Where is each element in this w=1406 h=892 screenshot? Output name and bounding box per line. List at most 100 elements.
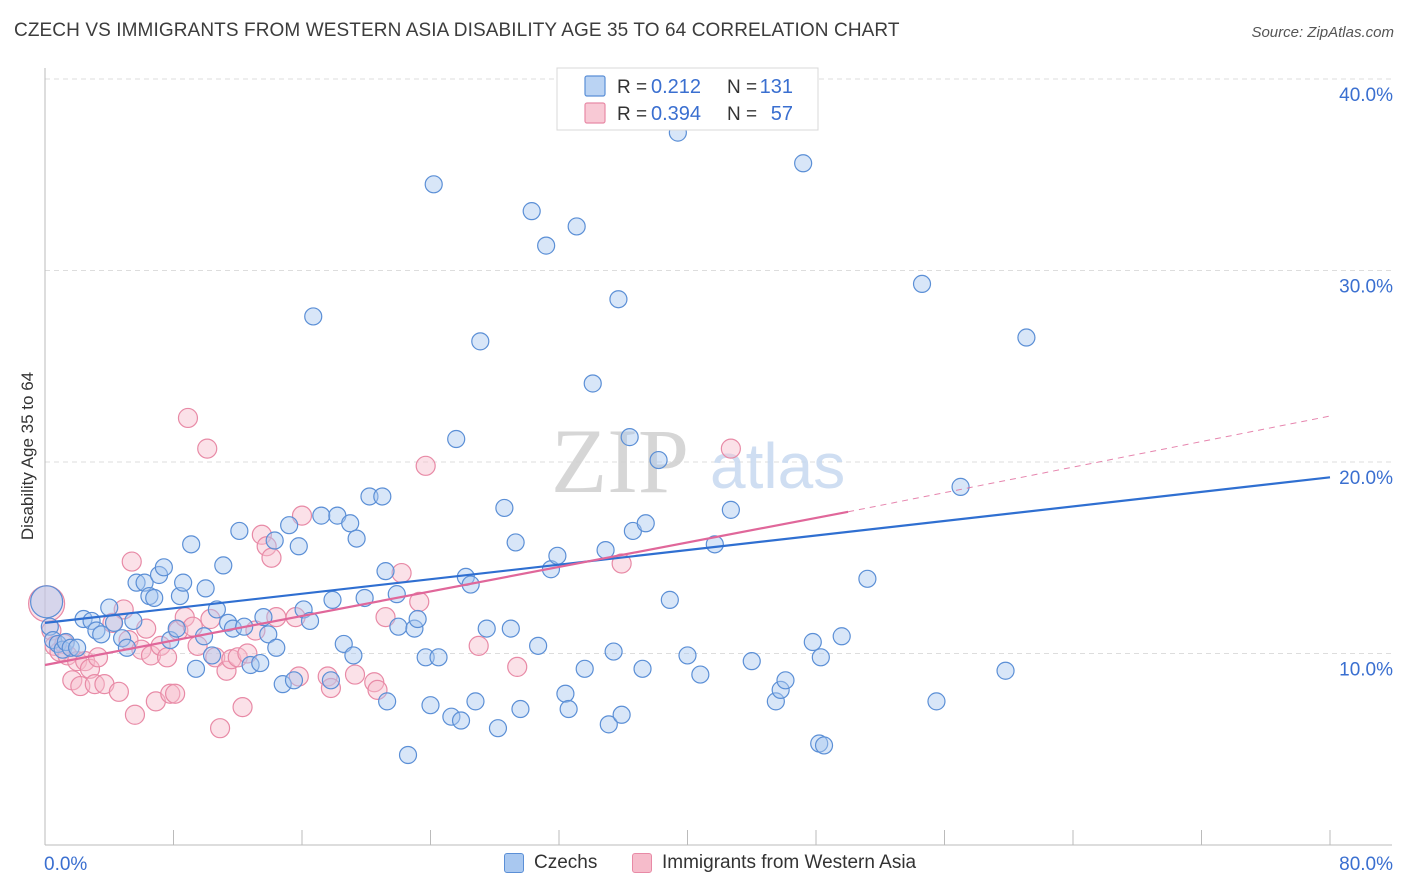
legend-r-label: R = bbox=[617, 104, 647, 125]
czechs-swatch bbox=[504, 853, 524, 873]
blue-point bbox=[154, 558, 173, 577]
blue-point bbox=[254, 608, 273, 627]
watermark: ZIP atlas bbox=[551, 410, 845, 512]
blue-point bbox=[776, 671, 795, 690]
blue-point bbox=[471, 332, 490, 351]
pink-point bbox=[108, 681, 129, 702]
pink-point bbox=[165, 683, 186, 704]
blue-point bbox=[92, 625, 111, 644]
blue-point bbox=[145, 588, 164, 608]
pink-point bbox=[209, 718, 231, 739]
blue-point bbox=[273, 675, 292, 694]
pink-point bbox=[415, 455, 436, 476]
blue-point bbox=[996, 661, 1015, 680]
blue-point bbox=[230, 521, 249, 541]
pink-point bbox=[468, 635, 489, 656]
blue-point bbox=[214, 556, 233, 575]
pink-point bbox=[197, 438, 218, 459]
blue-point bbox=[488, 719, 508, 738]
tick-labels: 10.0% 20.0% 30.0% 40.0% 0.0% 80.0% bbox=[44, 85, 1393, 875]
blue-point bbox=[398, 745, 418, 765]
legend-n-value: 57 bbox=[771, 103, 793, 125]
blue-point bbox=[951, 477, 970, 496]
trend-lines bbox=[44, 415, 1331, 667]
legend-swatch bbox=[584, 75, 606, 97]
pink-point bbox=[124, 704, 146, 725]
pink-trend-extension bbox=[848, 415, 1331, 513]
blue-point bbox=[389, 617, 408, 636]
blue-point bbox=[378, 692, 397, 711]
blue-point bbox=[30, 585, 64, 619]
blue-point bbox=[721, 500, 740, 519]
bottom-legend: Czechs Immigrants from Western Asia bbox=[0, 852, 1406, 878]
pink-point bbox=[156, 647, 178, 668]
blue-point bbox=[599, 715, 618, 734]
pink-point bbox=[320, 677, 342, 699]
pink-point bbox=[216, 660, 237, 681]
blue-point bbox=[321, 671, 341, 690]
blue-point bbox=[678, 646, 697, 665]
blue-point bbox=[575, 659, 594, 678]
pink-point bbox=[375, 607, 396, 628]
blue-point bbox=[344, 646, 363, 665]
pink-trend-line bbox=[44, 510, 849, 667]
blue-point bbox=[347, 529, 366, 548]
blue-point bbox=[312, 506, 331, 525]
blue-point bbox=[794, 154, 813, 173]
chart-title: CZECH VS IMMIGRANTS FROM WESTERN ASIA DI… bbox=[14, 20, 900, 41]
pink-point bbox=[391, 562, 412, 584]
blue-point bbox=[408, 609, 427, 629]
blue-point bbox=[186, 659, 206, 678]
blue-point bbox=[633, 659, 652, 678]
blue-point bbox=[447, 429, 466, 449]
blue-point bbox=[300, 611, 320, 631]
pink-point bbox=[291, 505, 313, 526]
blue-point bbox=[202, 646, 222, 665]
blue-point bbox=[832, 627, 851, 646]
blue-point bbox=[466, 692, 485, 711]
blue-trend-line bbox=[44, 476, 1331, 624]
blue-point bbox=[174, 573, 193, 592]
blue-point bbox=[705, 535, 724, 554]
blue-point bbox=[511, 699, 530, 719]
blue-point bbox=[766, 692, 785, 711]
legend-r-label: R = bbox=[617, 77, 647, 98]
watermark-atlas: atlas bbox=[710, 430, 845, 502]
legend-n-label: N = bbox=[727, 104, 757, 125]
pink-point bbox=[409, 591, 430, 612]
pink-point bbox=[70, 675, 91, 697]
pink-point bbox=[507, 656, 528, 678]
blue-point bbox=[1017, 328, 1036, 347]
pink-point bbox=[87, 647, 109, 668]
blue-point bbox=[68, 638, 87, 657]
blue-point bbox=[506, 533, 525, 552]
pink-point bbox=[232, 697, 253, 718]
blue-point bbox=[104, 613, 124, 632]
blue-point bbox=[112, 629, 132, 648]
blue-point bbox=[501, 619, 520, 638]
blue-point bbox=[548, 546, 567, 565]
blue-point bbox=[612, 705, 631, 724]
legend-n-label: N = bbox=[727, 77, 757, 98]
legend-item-western-asia[interactable]: Immigrants from Western Asia bbox=[632, 852, 916, 874]
pink-point bbox=[344, 664, 366, 685]
blue-point bbox=[771, 680, 790, 699]
pink-point bbox=[121, 551, 142, 572]
blue-point bbox=[811, 648, 830, 667]
blue-point bbox=[304, 307, 323, 326]
blue-point bbox=[267, 638, 286, 657]
legend-r-value: 0.212 bbox=[651, 76, 701, 98]
blue-point bbox=[170, 586, 190, 606]
blue-point bbox=[609, 290, 628, 309]
x-tick-label: 80.0% bbox=[1339, 854, 1393, 875]
blue-point bbox=[803, 632, 822, 652]
blue-point bbox=[559, 699, 578, 719]
legend-item-czechs[interactable]: Czechs bbox=[504, 852, 597, 874]
grid-lines bbox=[45, 78, 1392, 654]
axes bbox=[44, 68, 1392, 846]
legend-box: R = 0.212 N = 131 R = 0.394 N = 57 bbox=[556, 67, 819, 131]
pink-point bbox=[720, 438, 741, 459]
pink-point bbox=[79, 658, 101, 679]
blue-point bbox=[284, 671, 304, 690]
legend-n-value: 131 bbox=[760, 76, 793, 98]
